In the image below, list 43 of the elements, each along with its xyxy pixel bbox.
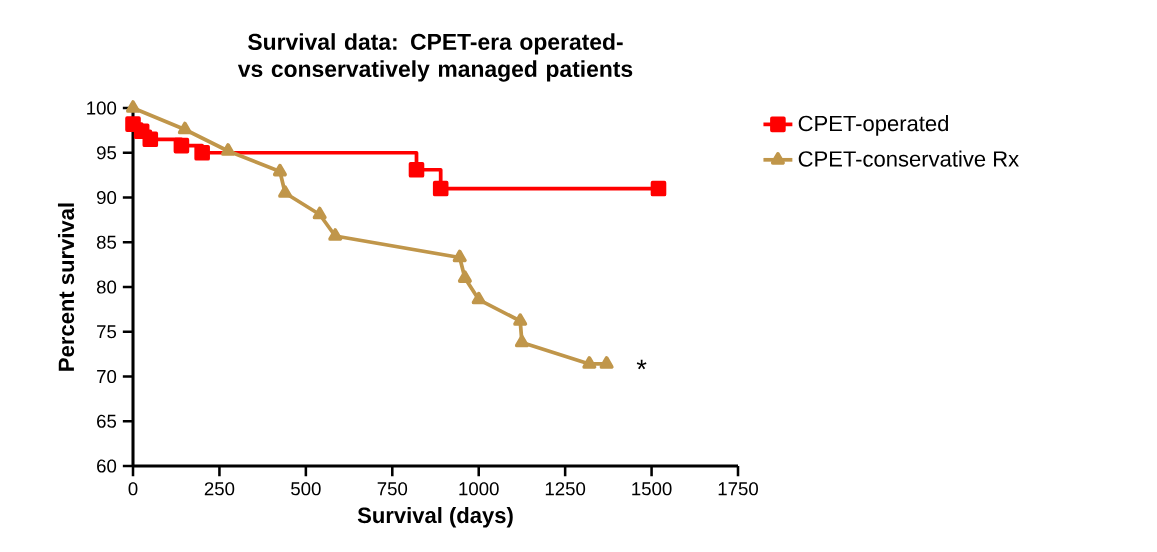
y-tick-label: 85 xyxy=(96,235,117,249)
point xyxy=(471,291,486,305)
y-tick-label: 70 xyxy=(97,369,117,384)
x-tick-label: 0 xyxy=(128,482,138,496)
x-tick-label: 250 xyxy=(204,482,235,496)
point xyxy=(278,185,293,198)
y-tick-label: 100 xyxy=(87,101,117,115)
point xyxy=(177,121,192,135)
point xyxy=(457,270,472,283)
point xyxy=(221,143,236,156)
x-axis-title: Survival (days) xyxy=(357,506,513,528)
point xyxy=(173,137,190,154)
y-tick-label: 60 xyxy=(97,459,117,473)
point xyxy=(328,228,343,241)
point xyxy=(582,356,597,369)
chart-title: Survival data: CPET-era operated- vs conservatively managed patients xyxy=(237,33,633,82)
y-tick-label: 80 xyxy=(96,280,117,294)
legend-label: CPET-conservative Rx xyxy=(798,150,1019,167)
point xyxy=(194,144,210,161)
point xyxy=(452,249,467,263)
point xyxy=(432,180,449,197)
point xyxy=(650,180,667,197)
y-tick-label: 75 xyxy=(97,325,117,339)
point xyxy=(513,313,528,326)
y-axis-title: Percent survival xyxy=(57,203,75,371)
point xyxy=(142,131,159,148)
x-tick-label: 500 xyxy=(291,482,321,496)
x-tick-label: 1750 xyxy=(718,482,758,496)
x-tick-label: 1250 xyxy=(545,482,586,496)
annotation: * xyxy=(636,359,647,370)
point xyxy=(272,163,287,177)
point xyxy=(126,100,141,113)
x-tick-label: 750 xyxy=(377,482,408,496)
y-tick-label: 90 xyxy=(97,190,117,205)
point xyxy=(312,206,327,220)
point xyxy=(408,161,425,178)
y-tick-label: 65 xyxy=(97,414,117,428)
legend-label: CPET-operated xyxy=(798,115,949,136)
x-tick-label: 1000 xyxy=(459,482,499,496)
y-tick-label: 95 xyxy=(97,146,117,160)
x-tick-label: 1500 xyxy=(632,482,672,496)
point xyxy=(599,356,614,369)
point xyxy=(514,334,529,348)
